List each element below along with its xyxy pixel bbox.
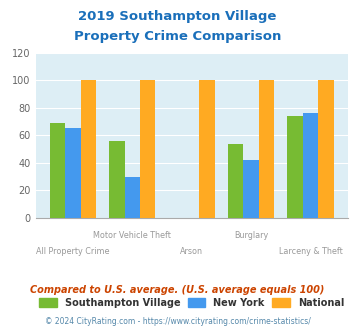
Bar: [259, 80, 274, 218]
Bar: [109, 141, 125, 218]
Bar: [140, 80, 155, 218]
Bar: [287, 116, 303, 218]
Text: Larceny & Theft: Larceny & Theft: [279, 247, 343, 256]
Bar: [303, 113, 318, 218]
Bar: [125, 177, 140, 218]
Text: All Property Crime: All Property Crime: [36, 247, 110, 256]
Bar: [318, 80, 334, 218]
Text: © 2024 CityRating.com - https://www.cityrating.com/crime-statistics/: © 2024 CityRating.com - https://www.city…: [45, 317, 310, 326]
Text: Motor Vehicle Theft: Motor Vehicle Theft: [93, 231, 171, 240]
Bar: [244, 160, 259, 218]
Bar: [81, 80, 96, 218]
Text: 2019 Southampton Village: 2019 Southampton Village: [78, 10, 277, 23]
Bar: [50, 123, 65, 218]
Bar: [200, 80, 215, 218]
Text: Property Crime Comparison: Property Crime Comparison: [74, 30, 281, 43]
Text: Arson: Arson: [180, 247, 203, 256]
Legend: Southampton Village, New York, National: Southampton Village, New York, National: [36, 294, 348, 312]
Bar: [228, 144, 244, 218]
Text: Burglary: Burglary: [234, 231, 268, 240]
Bar: [65, 128, 81, 218]
Text: Compared to U.S. average. (U.S. average equals 100): Compared to U.S. average. (U.S. average …: [30, 285, 325, 295]
